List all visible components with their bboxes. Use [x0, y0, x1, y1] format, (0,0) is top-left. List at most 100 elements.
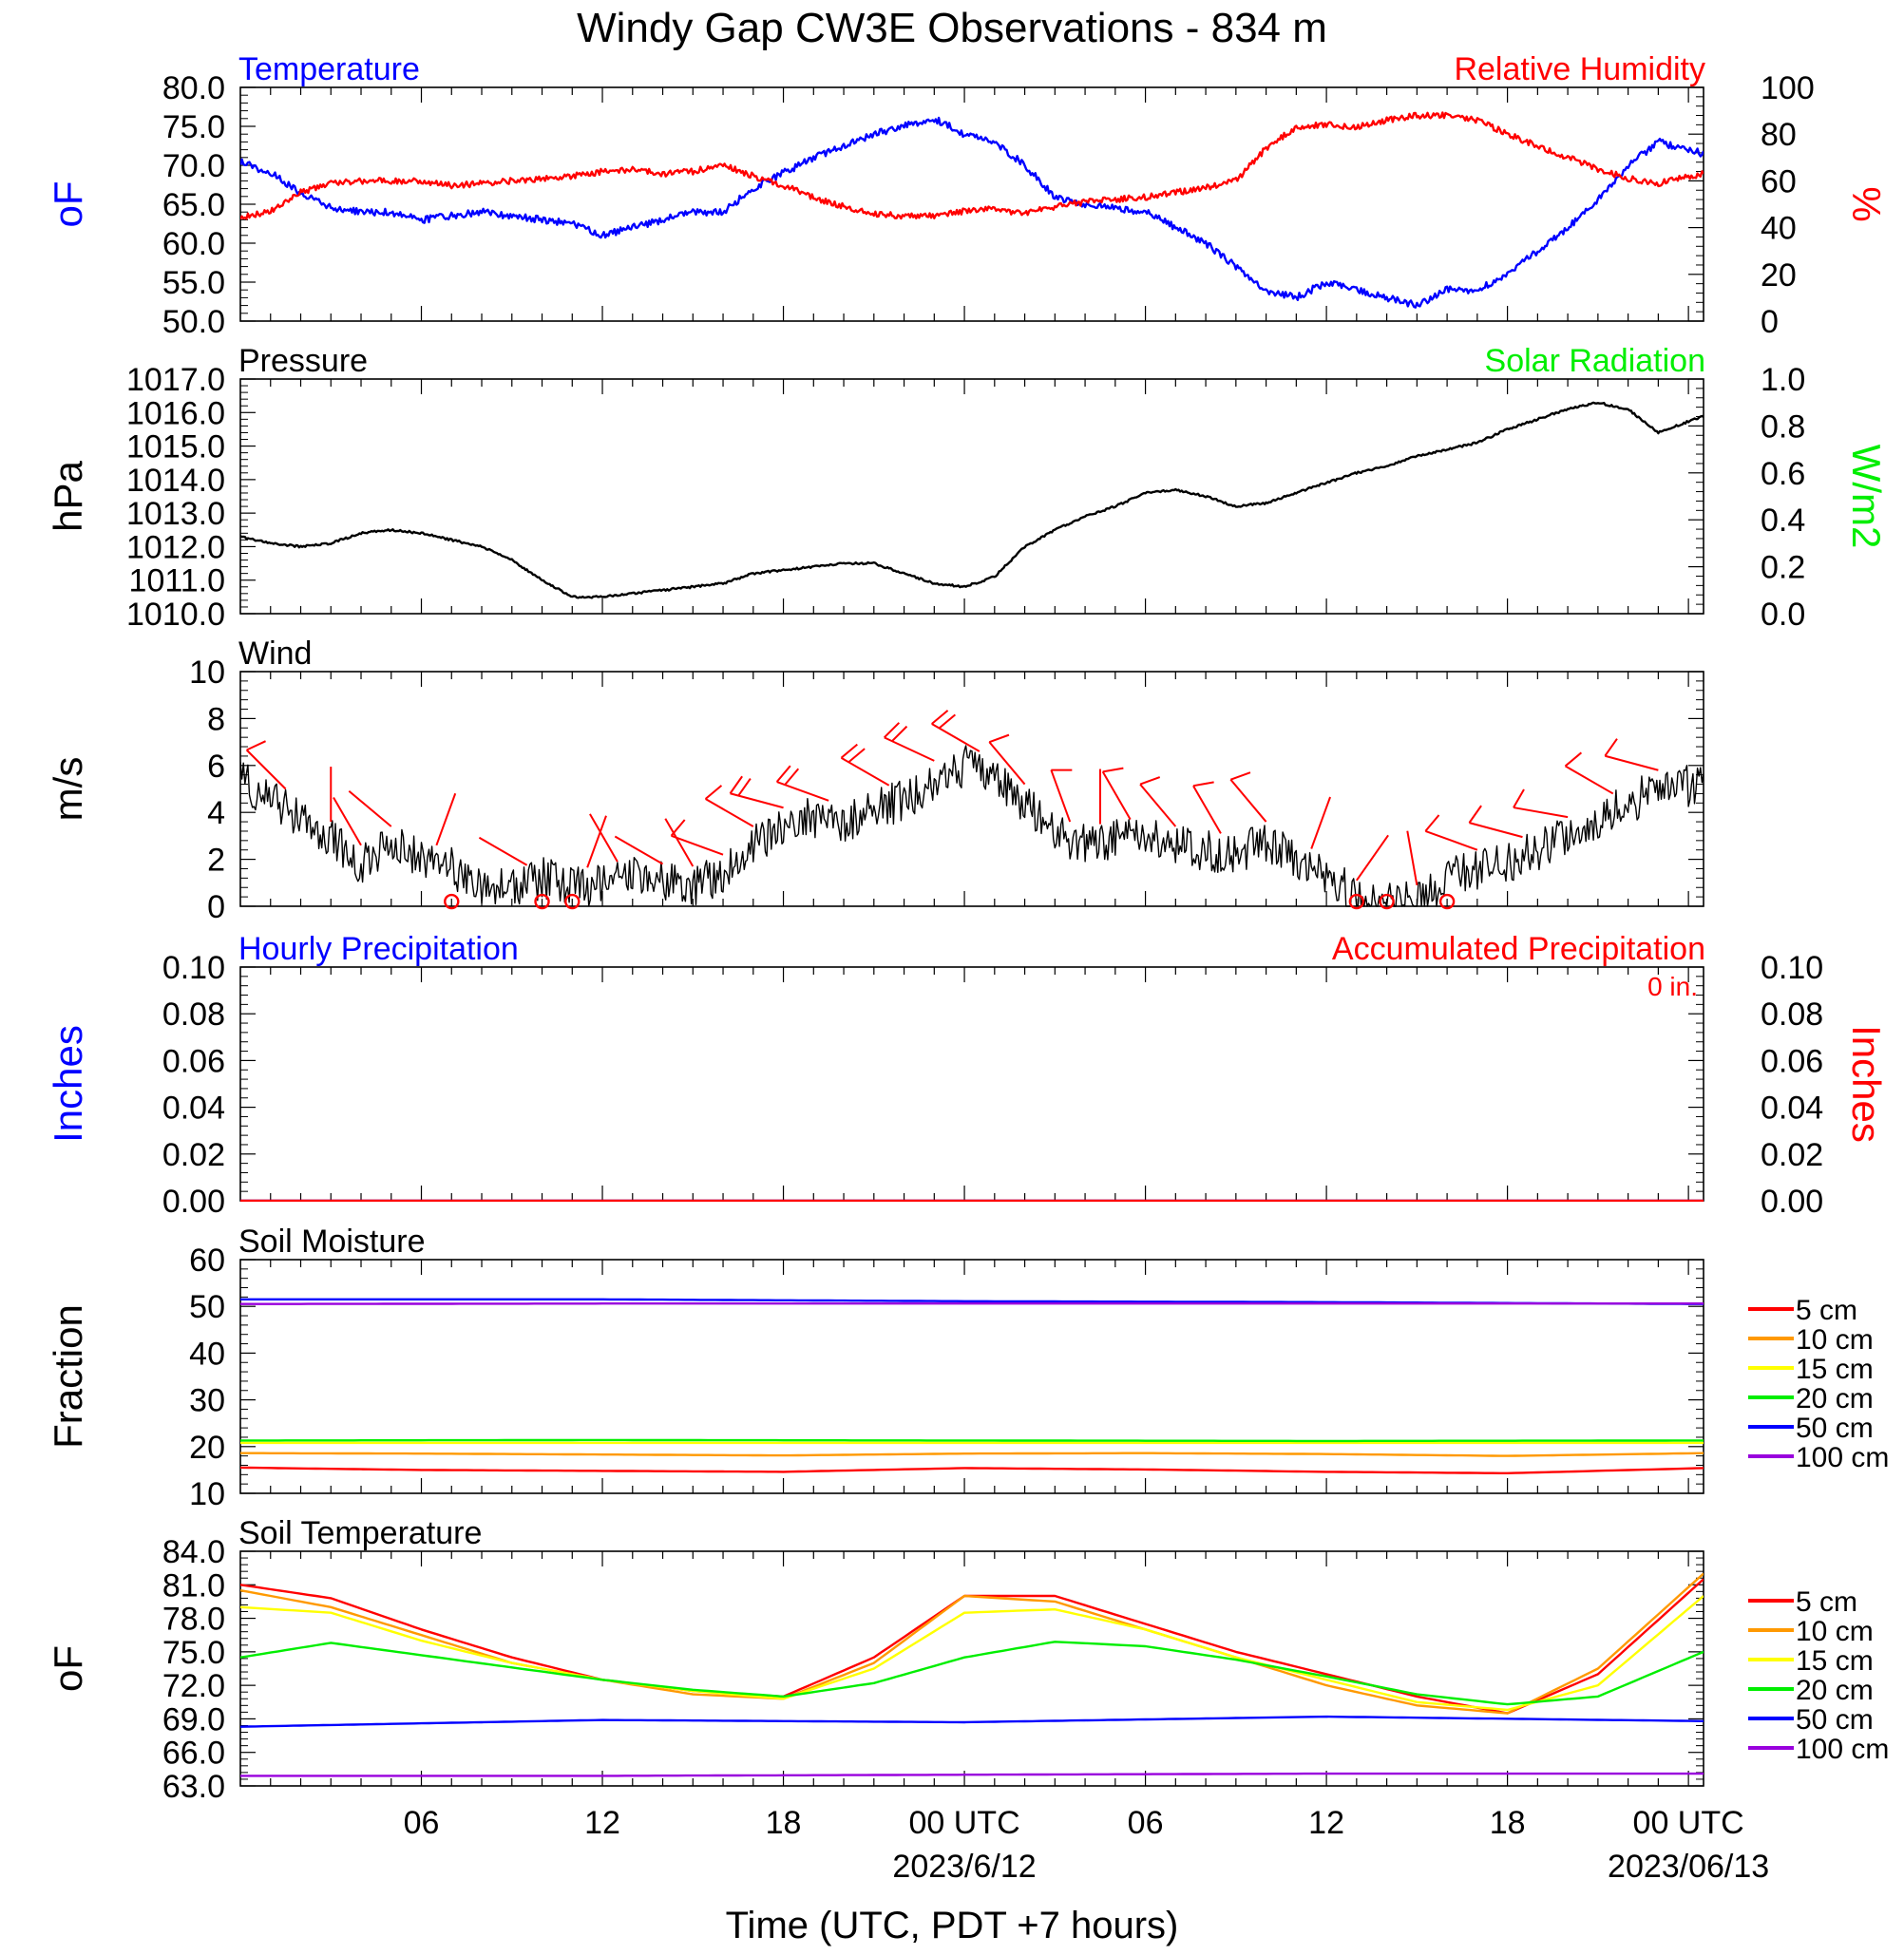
legend-entry: 50 cm	[1796, 1413, 1874, 1444]
wind-barb-staff	[776, 781, 829, 802]
wind-barb-staff	[884, 736, 935, 762]
y-tick-label: 84.0	[162, 1534, 225, 1570]
y-tick-label: 20	[189, 1430, 225, 1466]
y-tick-label: 70.0	[162, 148, 225, 184]
series-line-10-cm	[240, 1452, 1704, 1457]
wind-barb	[348, 789, 392, 827]
wind-barb-feather	[775, 765, 791, 783]
y-tick-label: 81.0	[162, 1567, 225, 1604]
wind-barb-staff	[1192, 785, 1222, 834]
y-axis-label-left: hPa	[46, 460, 90, 531]
calm-wind-circle	[1379, 893, 1395, 910]
y-tick-label: 75.0	[162, 1635, 225, 1671]
y-tick-label: 1010.0	[126, 597, 225, 633]
wind-barb-feather	[931, 710, 949, 725]
y-tick-label: 40	[189, 1336, 225, 1372]
legend-entry: 5 cm	[1796, 1295, 1857, 1326]
wind-barb-feather	[840, 743, 858, 759]
y-right-tick-label: 0.8	[1761, 408, 1805, 445]
panel-left-title: Temperature	[238, 51, 420, 87]
x-tick-label: 18	[766, 1805, 802, 1841]
y-axis-label-left: Inches	[46, 1025, 90, 1143]
wind-barb	[1564, 751, 1614, 795]
y-right-tick-label: 60	[1761, 163, 1797, 199]
y-axis-label-left: Fraction	[46, 1304, 90, 1449]
wind-barb	[435, 792, 457, 846]
y-tick-label: 0.06	[162, 1043, 225, 1079]
wind-barb-staff	[435, 792, 457, 846]
wind-barb	[333, 797, 362, 846]
wind-barb-staff	[1513, 807, 1569, 819]
panel-right-title: Relative Humidity	[1454, 51, 1705, 87]
y-tick-label: 80.0	[162, 70, 225, 106]
wind-barb-feather	[1192, 781, 1214, 788]
wind-barb	[1139, 776, 1177, 827]
wind-barb-feather	[1139, 776, 1161, 786]
wind-barb	[478, 836, 528, 866]
wind-barb-feather	[1604, 738, 1618, 757]
wind-barb-feather	[729, 775, 743, 794]
y-tick-label: 1011.0	[129, 563, 225, 599]
x-tick-label: 12	[1308, 1805, 1344, 1841]
wind-barb	[1406, 830, 1418, 885]
wind-barb-staff	[931, 723, 981, 752]
wind-barb	[1356, 834, 1389, 882]
plot-frame	[239, 1550, 1704, 1787]
y-tick-label: 50.0	[162, 304, 225, 340]
wind-barb	[670, 819, 724, 856]
series-line-5-cm	[240, 1466, 1704, 1475]
series-line-s0	[240, 401, 1704, 599]
wind-barb	[775, 765, 829, 802]
y-right-tick-label: 0.4	[1761, 503, 1805, 539]
series-line-100-cm	[240, 1301, 1704, 1305]
y-tick-label: 0.10	[162, 950, 225, 986]
wind-barb-feather	[1424, 814, 1440, 832]
wind-barb-feather	[737, 777, 752, 797]
wind-barb	[729, 775, 784, 809]
legend-entry: 5 cm	[1796, 1586, 1857, 1618]
y-axis-label-right: W/m2	[1844, 445, 1889, 549]
wind-barb	[589, 813, 619, 863]
wind-barb-staff	[586, 815, 607, 868]
series-line-s1	[240, 111, 1704, 220]
x-axis-label: Time (UTC, PDT +7 hours)	[726, 1905, 1179, 1946]
wind-barb-staff	[671, 834, 724, 856]
series-line-15-cm	[240, 1595, 1704, 1712]
y-right-tick-label: 0.2	[1761, 550, 1805, 586]
wind-barb-staff	[333, 797, 362, 846]
legend-entry: 20 cm	[1796, 1675, 1874, 1706]
y-tick-label: 6	[207, 749, 225, 785]
wind-barb-staff	[840, 756, 890, 787]
x-tick-label: 12	[584, 1805, 620, 1841]
y-tick-label: 69.0	[162, 1701, 225, 1737]
wind-barb-feather	[784, 768, 800, 786]
wind-barb	[1050, 769, 1073, 823]
y-tick-label: 60.0	[162, 226, 225, 262]
wind-barb-feather	[1468, 805, 1482, 824]
y-right-tick-label: 0.0	[1761, 597, 1805, 633]
x-tick-label: 06	[404, 1805, 440, 1841]
wind-barb	[245, 740, 287, 790]
legend-entry: 10 cm	[1796, 1324, 1874, 1356]
wind-barb-staff	[1425, 829, 1478, 851]
wind-barb-feather	[1513, 788, 1525, 808]
y-right-tick-label: 0.04	[1761, 1091, 1823, 1127]
legend-entry: 15 cm	[1796, 1354, 1874, 1385]
y-tick-label: 4	[207, 795, 225, 831]
wind-barb	[664, 818, 695, 867]
y-tick-label: 0.04	[162, 1091, 225, 1127]
wind-barb	[1310, 796, 1331, 849]
y-tick-label: 1016.0	[126, 395, 225, 431]
y-tick-label: 63.0	[162, 1769, 225, 1805]
y-tick-label: 8	[207, 701, 225, 737]
accumulated-total-label: 0 in.	[1647, 972, 1698, 1001]
wind-barb	[614, 835, 664, 865]
wind-barb-feather	[1564, 751, 1583, 768]
wind-barb-staff	[614, 835, 664, 865]
y-tick-label: 10	[189, 1476, 225, 1512]
wind-barb-feather	[1102, 767, 1124, 773]
wind-barb	[1604, 738, 1659, 771]
y-tick-label: 0.08	[162, 996, 225, 1033]
